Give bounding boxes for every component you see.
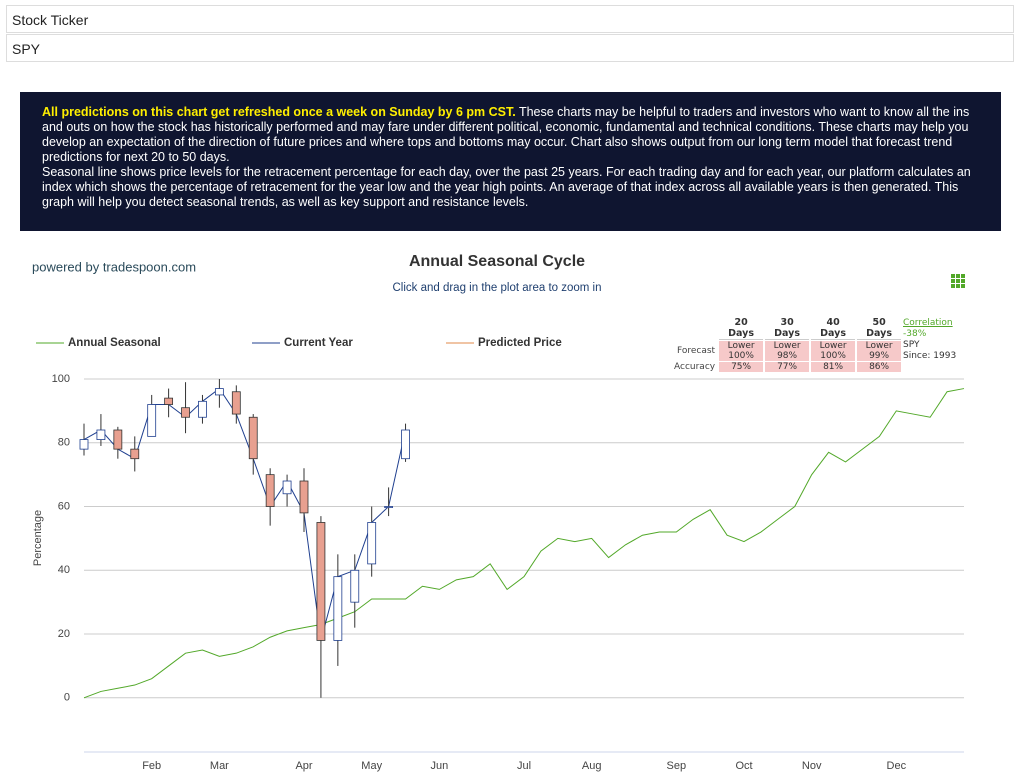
chart-subtitle: Click and drag in the plot area to zoom …	[392, 282, 601, 294]
x-tick-label: Dec	[887, 760, 907, 772]
series-line	[83, 388, 965, 699]
candle-body	[181, 407, 190, 418]
banner-text: These charts may be helpful to traders a…	[42, 105, 970, 164]
menu-icon[interactable]	[956, 284, 960, 288]
correlation-value: -38%	[903, 329, 927, 339]
forecast-cell: Lower 99%	[857, 341, 902, 361]
y-tick-label: 60	[58, 500, 70, 512]
series-line	[83, 387, 407, 641]
menu-icon[interactable]	[956, 274, 960, 278]
candle-body	[282, 480, 292, 495]
forecast-cell: Lower 100%	[811, 341, 856, 361]
menu-icon[interactable]	[961, 274, 965, 278]
row-label: Accuracy	[674, 362, 716, 372]
banner-text: Seasonal line shows price levels for the…	[42, 165, 971, 209]
info-banner: All predictions on this chart get refres…	[20, 92, 1001, 231]
y-tick-label: 100	[52, 373, 70, 385]
candle-body	[401, 429, 410, 460]
pct: 100%	[820, 351, 846, 361]
correlation-ticker: SPY	[903, 340, 920, 350]
accuracy-cell: 81%	[811, 362, 856, 372]
ticker-label: Stock Ticker	[6, 5, 1014, 33]
menu-icon[interactable]	[961, 279, 965, 283]
accuracy-cell: 75%	[719, 362, 764, 372]
candle-body	[384, 506, 394, 508]
candle-body	[198, 400, 207, 418]
x-tick-label: Feb	[142, 760, 161, 772]
pct: 100%	[728, 351, 754, 361]
candle-body	[147, 404, 157, 437]
col-header: 50 Days	[857, 317, 902, 340]
col-header: 40 Days	[811, 317, 856, 340]
y-tick-label: 20	[58, 628, 70, 640]
credit: powered by tradespoon.com	[32, 259, 196, 274]
forecast-table: 20 Days 30 Days 40 Days 50 Days Forecast Lo…	[670, 316, 903, 373]
candle-body	[333, 576, 343, 641]
x-tick-label: Jul	[517, 760, 531, 772]
forecast-cell: Lower 98%	[765, 341, 810, 361]
pct: 99%	[869, 351, 890, 361]
correlation: Correlation -38% SPY Since: 1993	[903, 318, 956, 362]
candle-body	[113, 429, 123, 450]
x-tick-label: Apr	[295, 760, 312, 772]
ticker-input[interactable]: SPY	[6, 34, 1014, 62]
candle-body	[130, 448, 140, 460]
x-tick-label: Sep	[667, 760, 687, 772]
menu-icon[interactable]	[951, 279, 955, 283]
correlation-since: Since: 1993	[903, 351, 957, 361]
y-tick-label: 40	[58, 564, 70, 576]
x-tick-label: Mar	[210, 760, 229, 772]
x-tick-label: May	[361, 760, 382, 772]
pct: 98%	[777, 351, 798, 361]
y-tick-label: 80	[58, 437, 70, 449]
banner-highlight: All predictions on this chart get refres…	[42, 105, 516, 119]
candle-body	[96, 429, 106, 440]
candle-body	[79, 439, 89, 450]
chart-title: Annual Seasonal Cycle	[409, 253, 585, 270]
y-tick-label: 0	[64, 692, 70, 704]
direction: Lower	[819, 341, 847, 351]
candle-body	[299, 480, 309, 514]
direction: Lower	[773, 341, 801, 351]
col-header: 30 Days	[765, 317, 810, 340]
candle-body	[316, 522, 326, 641]
col-header: 20 Days	[719, 317, 764, 340]
direction: Lower	[865, 341, 893, 351]
accuracy-cell: 86%	[857, 362, 902, 372]
x-tick-label: Oct	[735, 760, 752, 772]
candle-body	[265, 474, 275, 507]
candle-body	[231, 391, 241, 415]
candle-body	[164, 397, 174, 405]
candle-body	[350, 569, 360, 603]
correlation-link[interactable]: Correlation	[903, 318, 953, 328]
menu-icon[interactable]	[951, 284, 955, 288]
x-tick-label: Jun	[431, 760, 449, 772]
x-tick-label: Nov	[802, 760, 822, 772]
x-tick-label: Aug	[582, 760, 602, 772]
candle-body	[367, 522, 377, 565]
accuracy-cell: 77%	[765, 362, 810, 372]
candle-body	[214, 388, 224, 396]
row-label: Forecast	[677, 346, 716, 356]
menu-icon[interactable]	[951, 274, 955, 278]
menu-icon[interactable]	[961, 284, 965, 288]
menu-icon[interactable]	[956, 279, 960, 283]
y-axis-label: Percentage	[32, 510, 44, 566]
legend-label: Predicted Price	[478, 337, 562, 349]
legend-label: Annual Seasonal	[68, 337, 161, 349]
forecast-cell: Lower 100%	[719, 341, 764, 361]
direction: Lower	[727, 341, 755, 351]
legend-label: Current Year	[284, 337, 353, 349]
candle-body	[248, 416, 258, 460]
